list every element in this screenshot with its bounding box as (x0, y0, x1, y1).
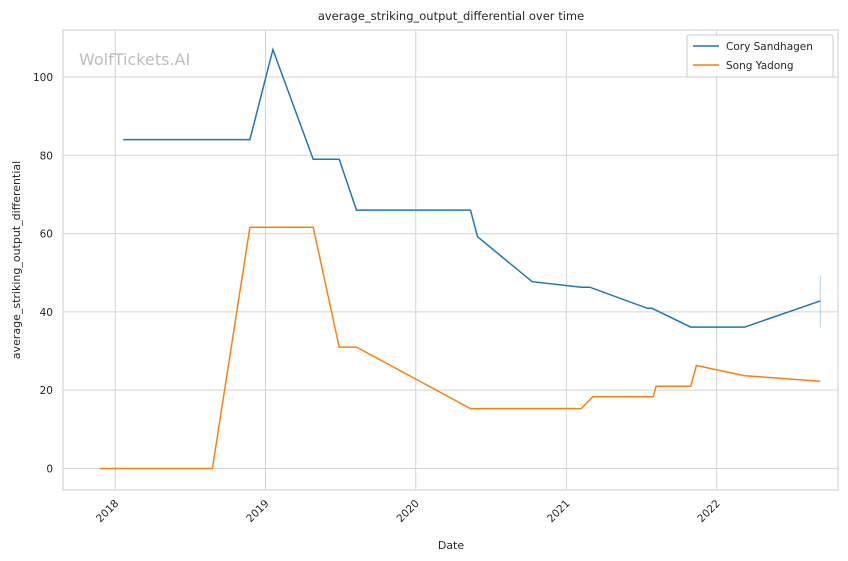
legend-label: Cory Sandhagen (726, 41, 813, 53)
y-tick-labels: 0 20 40 60 80 100 (33, 72, 53, 475)
x-tick-labels: 2018 2019 2020 2021 2022 (94, 498, 723, 525)
plot-frame (62, 29, 839, 491)
x-axis-label: Date (438, 539, 465, 552)
chart-title: average_striking_output_differential ove… (318, 9, 584, 23)
legend-label: Song Yadong (726, 60, 794, 72)
y-tick-label: 60 (40, 229, 53, 241)
series-line-song-yadong (100, 226, 821, 470)
x-tick-label: 2020 (394, 498, 421, 525)
x-tick-label: 2022 (695, 498, 722, 525)
grid (63, 30, 838, 490)
legend: Cory Sandhagen Song Yadong (686, 34, 834, 78)
y-tick-label: 80 (40, 150, 53, 162)
series-line-cory-sandhagen (123, 47, 821, 328)
y-tick-label: 100 (33, 72, 53, 84)
y-tick-label: 20 (40, 385, 53, 397)
legend-box (686, 34, 834, 78)
x-tick-label: 2021 (545, 498, 572, 525)
x-tick-label: 2018 (94, 498, 121, 525)
y-tick-label: 0 (46, 463, 53, 475)
y-axis-label: average_striking_output_differential (10, 161, 23, 359)
y-tick-label: 40 (40, 307, 53, 319)
watermark: WolfTickets.AI (79, 50, 190, 69)
series-layer (100, 47, 821, 470)
x-tick-label: 2019 (244, 498, 271, 525)
